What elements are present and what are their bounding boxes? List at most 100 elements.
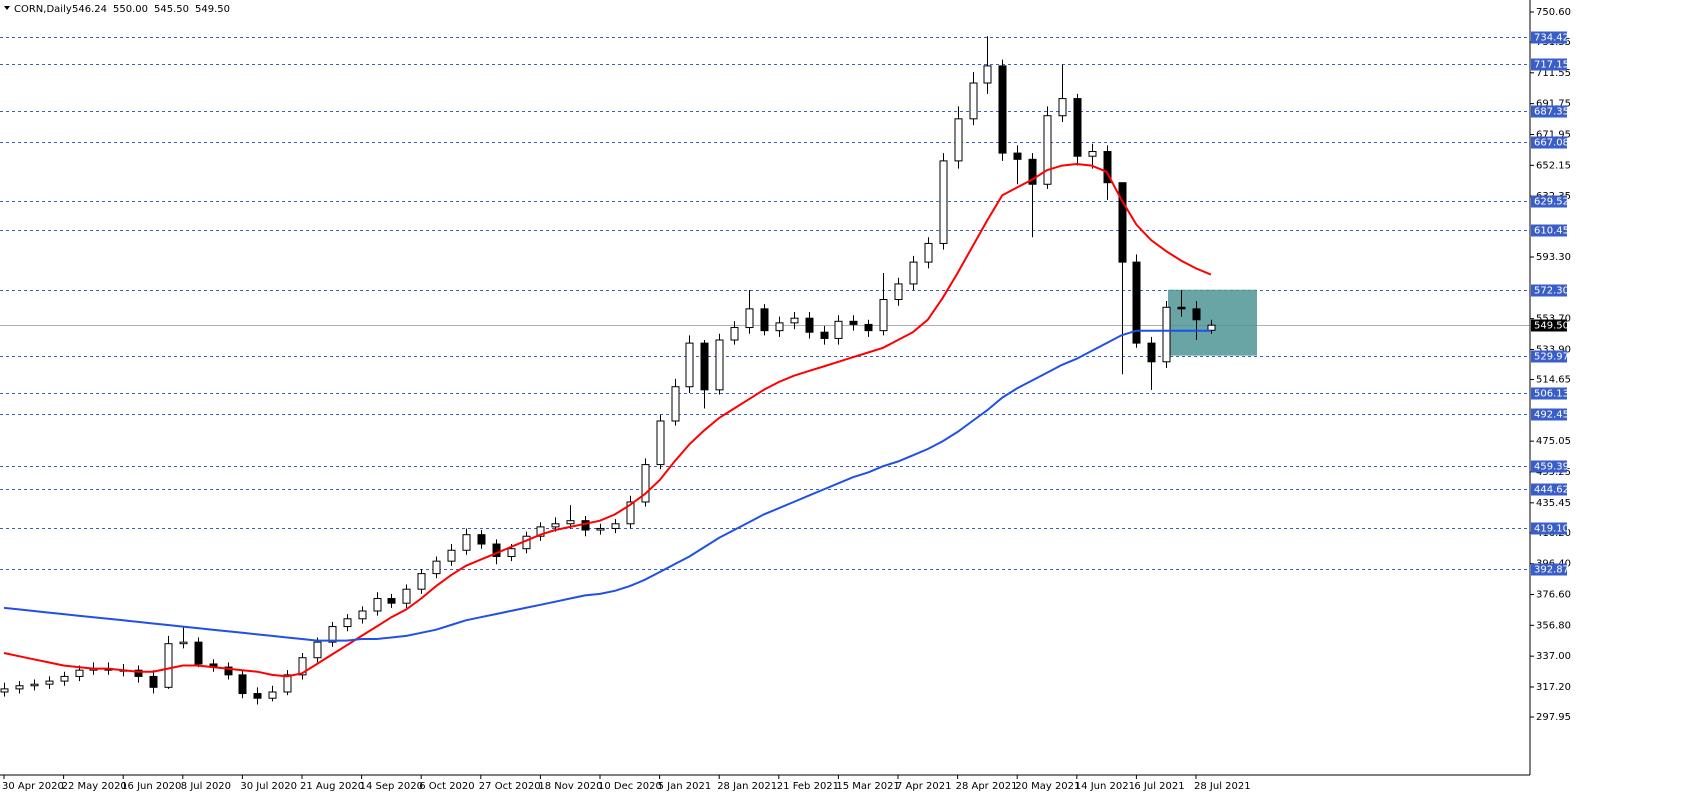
level-label-bg: [1531, 408, 1567, 421]
candle-body: [730, 327, 739, 341]
level-label: 492.45: [1534, 410, 1569, 421]
x-tick-label: 27 Oct 2020: [479, 781, 541, 792]
candle-body: [998, 65, 1007, 154]
candle-body: [805, 317, 814, 333]
candle-body: [1177, 306, 1186, 310]
candle-body: [447, 549, 456, 562]
x-tick-label: 6 Oct 2020: [419, 781, 474, 792]
candle-body: [879, 299, 888, 332]
y-tick-label: 711.55: [1536, 68, 1571, 79]
candle-body: [15, 685, 24, 690]
last-price-bg: [1531, 319, 1567, 332]
candle-body: [0, 688, 9, 693]
level-label: 687.35: [1534, 107, 1569, 118]
moving-average: [3, 329, 1211, 642]
level-label-bg: [1531, 460, 1567, 473]
candle-body: [715, 339, 724, 391]
candle-body: [432, 560, 441, 575]
candle-body: [894, 283, 903, 301]
candle-body: [179, 641, 188, 645]
candle-body: [268, 691, 277, 699]
candle-body: [775, 322, 784, 332]
x-tick-label: 28 Jan 2021: [717, 781, 777, 792]
candle-body: [283, 674, 292, 693]
candle-body: [1028, 158, 1037, 185]
candle-body: [313, 641, 322, 659]
moving-average: [3, 162, 1212, 678]
candle-body: [1088, 151, 1097, 157]
candle-body: [566, 520, 575, 525]
candle-body: [328, 626, 337, 643]
level-label-bg: [1531, 483, 1567, 496]
candle-body: [671, 386, 680, 422]
x-tick-label: 28 Apr 2021: [956, 781, 1018, 792]
candle-body: [1103, 151, 1112, 184]
candle-body: [224, 666, 233, 676]
candle-body: [343, 618, 352, 628]
candle-body: [253, 693, 262, 699]
candle-body: [238, 674, 247, 695]
candle-body: [298, 657, 307, 676]
level-label-bg: [1531, 522, 1567, 535]
candle-body: [75, 669, 84, 677]
y-tick-label: 297.95: [1536, 712, 1571, 723]
x-tick-label: 8 Jul 2020: [181, 781, 231, 792]
x-tick-label: 6 Jul 2021: [1134, 781, 1184, 792]
candle-body: [983, 65, 992, 84]
x-tick-label: 30 Jul 2020: [240, 781, 297, 792]
y-tick-label: 652.15: [1536, 160, 1571, 171]
candle-body: [1043, 115, 1052, 185]
x-tick-label: 18 Nov 2020: [538, 781, 602, 792]
candle-body: [969, 82, 978, 120]
candle-body: [149, 675, 158, 688]
collapse-icon: [4, 6, 10, 10]
candle-body: [596, 527, 605, 531]
x-tick-label: 30 Apr 2020: [2, 781, 64, 792]
y-tick-label: 356.80: [1536, 620, 1571, 631]
level-label: 667.08: [1534, 138, 1569, 149]
candle-body: [790, 317, 799, 324]
candle-body: [551, 523, 560, 528]
y-tick-label: 337.00: [1536, 651, 1571, 662]
candle-body: [581, 520, 590, 531]
candle-body: [626, 501, 635, 525]
candle-body: [1162, 306, 1171, 363]
candle-body: [1058, 98, 1067, 117]
level-label-bg: [1531, 350, 1567, 363]
level-label: 629.52: [1534, 197, 1569, 208]
x-tick-label: 5 Jan 2021: [658, 781, 712, 792]
candle-body: [164, 643, 173, 688]
candle-body: [194, 641, 203, 665]
level-label: 717.15: [1534, 60, 1569, 71]
candle-body: [1073, 98, 1082, 157]
candle-body: [1132, 261, 1141, 344]
y-tick-label: 533.90: [1536, 344, 1571, 355]
x-tick-label: 20 May 2021: [1015, 781, 1080, 792]
x-tick-label: 16 Jun 2020: [121, 781, 181, 792]
candle-body: [954, 118, 963, 162]
low-price: 545.50: [154, 4, 189, 15]
y-tick-label: 514.65: [1536, 374, 1571, 385]
y-tick-label: 750.60: [1536, 7, 1571, 18]
candle-body: [134, 669, 143, 677]
y-tick-label: 376.60: [1536, 589, 1571, 600]
y-tick-label: 553.70: [1536, 314, 1571, 325]
candle-body: [924, 242, 933, 263]
x-tick-label: 28 Jul 2021: [1194, 781, 1251, 792]
candle-body: [1192, 308, 1201, 321]
candle-body: [536, 526, 545, 537]
candle-body: [641, 464, 650, 503]
candle-body: [492, 543, 501, 557]
x-tick-label: 14 Sep 2020: [360, 781, 423, 792]
level-label: 529.97: [1534, 352, 1569, 363]
y-tick-label: 475.05: [1536, 436, 1571, 447]
open-price: 546.24: [72, 4, 107, 15]
level-label-bg: [1531, 136, 1567, 149]
x-tick-label: 21 Feb 2021: [777, 781, 839, 792]
candle-body: [387, 598, 396, 604]
level-label-bg: [1531, 284, 1567, 297]
candle-body: [834, 320, 843, 339]
x-tick-label: 21 Aug 2020: [300, 781, 364, 792]
